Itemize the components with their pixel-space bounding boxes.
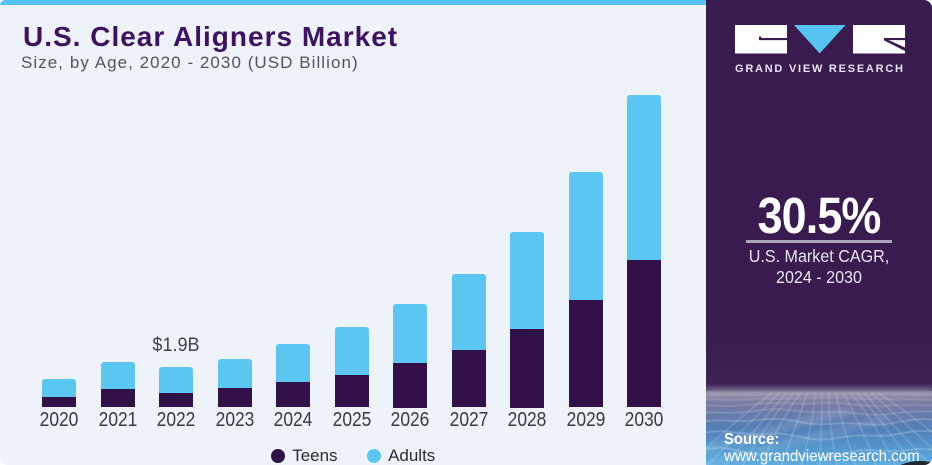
svg-text:GRAND VIEW RESEARCH: GRAND VIEW RESEARCH [735, 63, 903, 75]
